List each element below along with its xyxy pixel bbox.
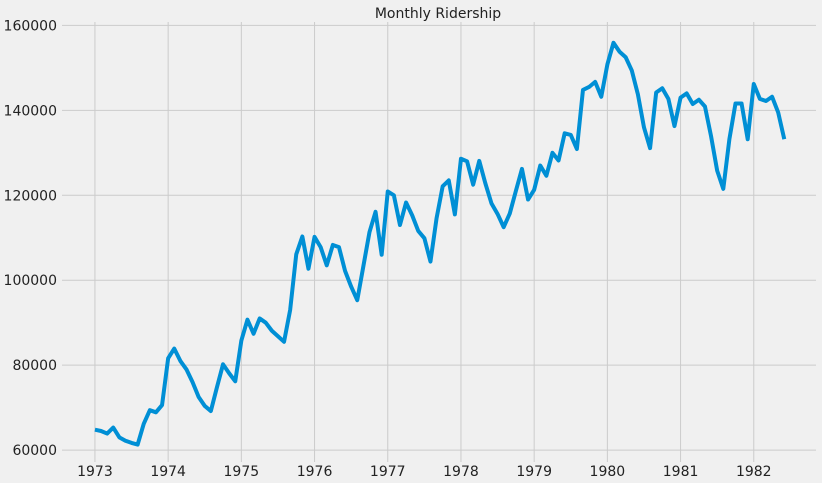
chart-title: Monthly Ridership [375,6,501,22]
x-tick-label: 1977 [370,464,406,480]
series-line [94,40,787,447]
y-axis-ticks: 60000 80000 100000 120000 140000 160000 [4,18,57,459]
plot-area [62,22,816,462]
y-tick-label: 160000 [4,18,57,34]
x-tick-label: 1975 [224,464,260,480]
x-tick-label: 1974 [150,464,186,480]
x-tick-label: 1982 [736,464,772,480]
series-layer [94,40,787,447]
x-axis-ticks: 1973 1974 1975 1976 1977 1978 1979 1980 1981 1982 [77,464,771,480]
y-tick-label: 80000 [12,358,57,374]
y-tick-label: 100000 [4,273,57,289]
y-tick-label: 60000 [12,443,57,459]
x-tick-label: 1981 [663,464,699,480]
y-tick-label: 140000 [4,103,57,119]
y-tick-label: 120000 [4,188,57,204]
x-tick-label: 1979 [516,464,552,480]
x-tick-label: 1980 [590,464,626,480]
x-tick-label: 1976 [297,464,333,480]
x-tick-label: 1978 [443,464,479,480]
x-tick-label: 1973 [77,464,113,480]
